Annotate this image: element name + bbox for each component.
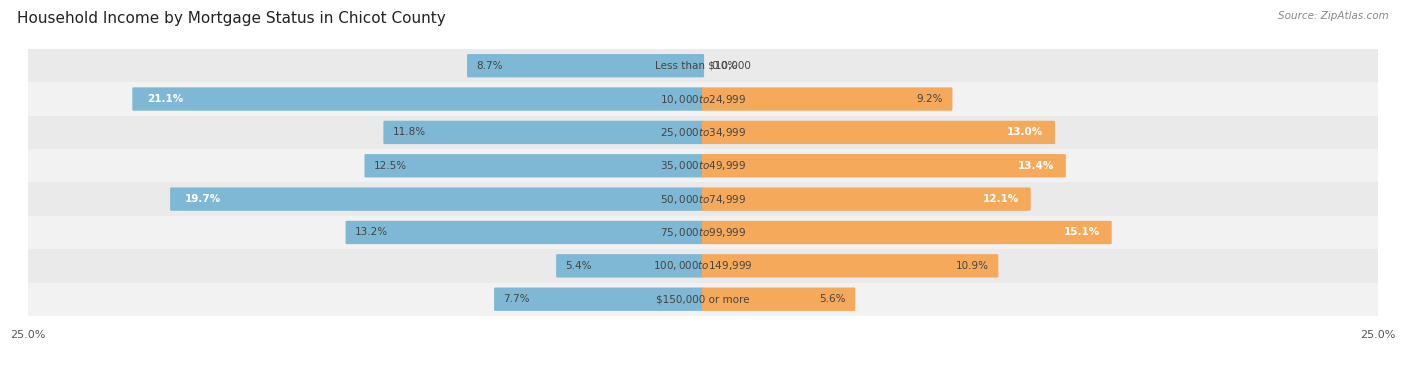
Text: 5.6%: 5.6% — [820, 294, 846, 304]
Text: 19.7%: 19.7% — [184, 194, 221, 204]
Text: 0.0%: 0.0% — [711, 61, 737, 71]
Text: $150,000 or more: $150,000 or more — [657, 294, 749, 304]
FancyBboxPatch shape — [467, 54, 704, 77]
Text: 11.8%: 11.8% — [392, 127, 426, 137]
Text: 10.9%: 10.9% — [956, 261, 990, 271]
FancyBboxPatch shape — [170, 187, 704, 211]
Text: 5.4%: 5.4% — [565, 261, 592, 271]
Text: $10,000 to $24,999: $10,000 to $24,999 — [659, 92, 747, 106]
FancyBboxPatch shape — [702, 221, 1112, 244]
Text: 12.1%: 12.1% — [983, 194, 1019, 204]
Text: $25,000 to $34,999: $25,000 to $34,999 — [659, 126, 747, 139]
Text: 7.7%: 7.7% — [503, 294, 530, 304]
Text: $50,000 to $74,999: $50,000 to $74,999 — [659, 193, 747, 205]
FancyBboxPatch shape — [28, 116, 1378, 149]
FancyBboxPatch shape — [557, 254, 704, 277]
FancyBboxPatch shape — [28, 82, 1378, 116]
FancyBboxPatch shape — [702, 154, 1066, 178]
FancyBboxPatch shape — [132, 87, 704, 111]
Text: 8.7%: 8.7% — [477, 61, 503, 71]
Text: 13.2%: 13.2% — [354, 227, 388, 238]
FancyBboxPatch shape — [702, 121, 1054, 144]
FancyBboxPatch shape — [28, 282, 1378, 316]
Text: 9.2%: 9.2% — [917, 94, 943, 104]
Text: 15.1%: 15.1% — [1063, 227, 1099, 238]
Text: $75,000 to $99,999: $75,000 to $99,999 — [659, 226, 747, 239]
FancyBboxPatch shape — [384, 121, 704, 144]
FancyBboxPatch shape — [28, 216, 1378, 249]
Text: $100,000 to $149,999: $100,000 to $149,999 — [654, 259, 752, 272]
FancyBboxPatch shape — [28, 149, 1378, 182]
Text: 21.1%: 21.1% — [146, 94, 183, 104]
Text: Household Income by Mortgage Status in Chicot County: Household Income by Mortgage Status in C… — [17, 11, 446, 26]
Text: $35,000 to $49,999: $35,000 to $49,999 — [659, 159, 747, 172]
FancyBboxPatch shape — [28, 49, 1378, 82]
FancyBboxPatch shape — [494, 288, 704, 311]
Text: 13.0%: 13.0% — [1007, 127, 1043, 137]
Text: 12.5%: 12.5% — [374, 161, 406, 171]
FancyBboxPatch shape — [702, 87, 952, 111]
Legend: Without Mortgage, With Mortgage: Without Mortgage, With Mortgage — [578, 373, 828, 377]
FancyBboxPatch shape — [28, 249, 1378, 282]
FancyBboxPatch shape — [702, 288, 855, 311]
Text: Less than $10,000: Less than $10,000 — [655, 61, 751, 71]
FancyBboxPatch shape — [28, 182, 1378, 216]
Text: Source: ZipAtlas.com: Source: ZipAtlas.com — [1278, 11, 1389, 21]
FancyBboxPatch shape — [702, 254, 998, 277]
FancyBboxPatch shape — [364, 154, 704, 178]
Text: 13.4%: 13.4% — [1018, 161, 1054, 171]
FancyBboxPatch shape — [702, 187, 1031, 211]
FancyBboxPatch shape — [346, 221, 704, 244]
